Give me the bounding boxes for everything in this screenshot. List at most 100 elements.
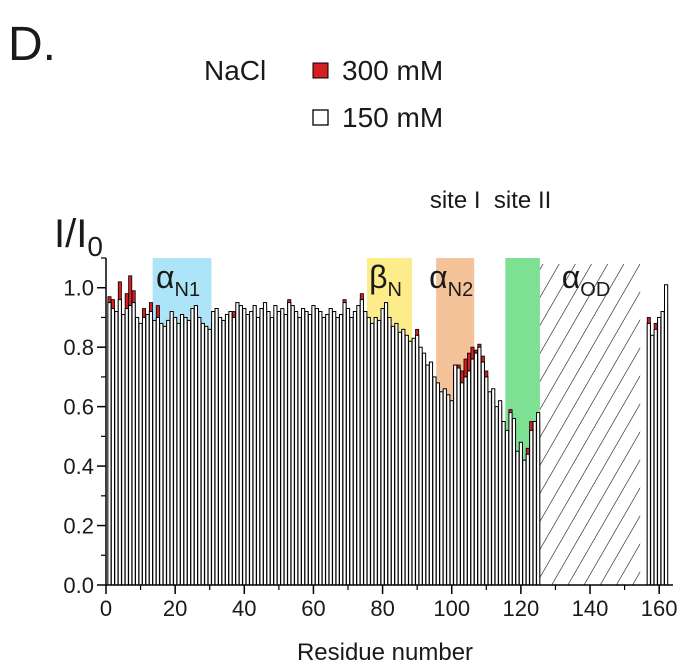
bar-150-res-45 xyxy=(259,308,264,586)
bar-150-res-89 xyxy=(411,337,416,586)
bar-150-res-162 xyxy=(663,284,669,586)
bar-150-res-21 xyxy=(176,322,181,586)
x-tick-label-6: 120 xyxy=(503,596,540,621)
bar-150-res-80 xyxy=(380,308,385,586)
bar-150-res-60 xyxy=(311,305,316,586)
bar-150-res-38 xyxy=(235,302,240,586)
bar-150-res-86 xyxy=(401,328,406,586)
bar-150-res-117 xyxy=(508,412,513,586)
bar-150-res-23 xyxy=(183,316,188,586)
bar-150-res-63 xyxy=(321,316,326,586)
bar-150-res-33 xyxy=(218,316,223,586)
bar-150-res-157 xyxy=(646,322,651,586)
y-tick-label-5: 1.0 xyxy=(63,276,94,301)
x-tick-label-1: 20 xyxy=(163,596,187,621)
bar-150-res-103 xyxy=(460,382,465,586)
bar-150-res-121 xyxy=(522,459,527,586)
bar-150-res-161 xyxy=(660,311,665,586)
region-label-sub-0: N1 xyxy=(175,279,201,301)
bar-150-res-15 xyxy=(155,316,160,586)
bar-150-res-3 xyxy=(114,311,119,586)
region-label-sub-1: N xyxy=(387,279,401,301)
bar-150-res-27 xyxy=(197,316,202,586)
bar-150-res-118 xyxy=(511,418,517,586)
bar-150-res-39 xyxy=(238,305,243,586)
bar-150-res-92 xyxy=(421,352,427,586)
bar-150-res-32 xyxy=(214,308,219,586)
bar-150-res-107 xyxy=(473,352,479,586)
bar-150-res-100 xyxy=(449,400,454,586)
x-tick-label-4: 80 xyxy=(370,596,394,621)
legend-title: NaCl xyxy=(204,55,266,86)
bar-150-res-44 xyxy=(256,316,261,586)
bar-150-res-83 xyxy=(390,325,396,586)
y-axis-label: I/I0 xyxy=(54,212,103,262)
bar-150-res-81 xyxy=(383,302,389,586)
bar-150-res-41 xyxy=(245,313,250,586)
legend-label-300: 300 mM xyxy=(342,55,443,86)
region-label-1: βN xyxy=(369,259,402,301)
bar-150-res-125 xyxy=(536,412,541,586)
x-tick-label-3: 60 xyxy=(301,596,325,621)
bar-150-res-20 xyxy=(173,316,178,586)
bar-150-res-79 xyxy=(377,319,382,586)
bar-150-res-68 xyxy=(339,313,344,586)
bar-150-res-113 xyxy=(494,406,499,586)
y-axis: 0.0 0.2 0.4 0.6 0.8 1.0 xyxy=(63,257,107,598)
bar-150-res-67 xyxy=(335,316,340,586)
y-tick-label-1: 0.2 xyxy=(63,514,94,539)
y-tick-label-4: 0.8 xyxy=(63,335,94,360)
bar-150-res-120 xyxy=(518,441,523,586)
bar-150-res-57 xyxy=(300,308,306,586)
bar-150-res-8 xyxy=(131,302,136,586)
bar-150-res-22 xyxy=(179,313,185,586)
bar-150-res-1 xyxy=(107,302,112,586)
bar-150-res-159 xyxy=(653,328,658,586)
bar-150-res-62 xyxy=(318,311,323,586)
bar-150-res-58 xyxy=(304,311,309,586)
bar-150-res-78 xyxy=(373,316,378,586)
bar-150-res-104 xyxy=(463,376,468,586)
bar-150-res-17 xyxy=(162,325,167,586)
bar-150-res-85 xyxy=(397,331,402,586)
bar-150-res-26 xyxy=(193,305,198,586)
bar-150-res-11 xyxy=(141,316,147,586)
y-tick-label-2: 0.4 xyxy=(63,454,94,479)
panel-label: D. xyxy=(8,18,56,71)
bar-150-res-9 xyxy=(135,316,140,586)
bar-150-res-55 xyxy=(294,311,299,586)
bar-150-res-69 xyxy=(342,302,347,586)
region-label-0: αN1 xyxy=(156,259,200,301)
bar-150-res-14 xyxy=(152,319,157,586)
bar-150-res-34 xyxy=(221,319,226,586)
y-tick-label-0: 0.0 xyxy=(63,573,94,598)
bar-150-res-73 xyxy=(356,305,361,586)
bar-150-res-48 xyxy=(269,316,275,586)
bar-150-res-91 xyxy=(418,346,423,586)
bar-150-res-94 xyxy=(428,361,434,586)
bar-150-res-109 xyxy=(480,361,485,586)
region-label-sub-2: N2 xyxy=(448,279,474,301)
bar-150-res-108 xyxy=(477,346,482,586)
x-tick-label-0: 0 xyxy=(100,596,112,621)
region-top-label-2: site I xyxy=(430,187,481,214)
bar-150-res-114 xyxy=(498,400,503,586)
bar-150-res-105 xyxy=(466,370,472,586)
bar-150-res-123 xyxy=(529,429,534,586)
bar-150-res-36 xyxy=(228,311,233,586)
bar-150-res-88 xyxy=(408,340,413,586)
bar-150-res-102 xyxy=(456,367,461,586)
region-band-4 xyxy=(539,263,641,585)
bar-150-res-75 xyxy=(363,311,368,586)
legend-swatch-300 xyxy=(312,62,329,79)
legend-label-150: 150 mM xyxy=(342,102,443,133)
bar-150-res-93 xyxy=(425,364,430,586)
region-label-2: αN2 xyxy=(429,259,473,301)
bar-150-res-160 xyxy=(657,316,662,586)
bar-150-res-101 xyxy=(453,364,458,586)
bar-150-res-51 xyxy=(280,308,285,586)
bar-150-res-49 xyxy=(273,305,278,586)
bar-150-res-115 xyxy=(501,421,506,586)
y-axis-label-main: I/I xyxy=(54,212,87,256)
bar-150-res-12 xyxy=(145,313,150,586)
